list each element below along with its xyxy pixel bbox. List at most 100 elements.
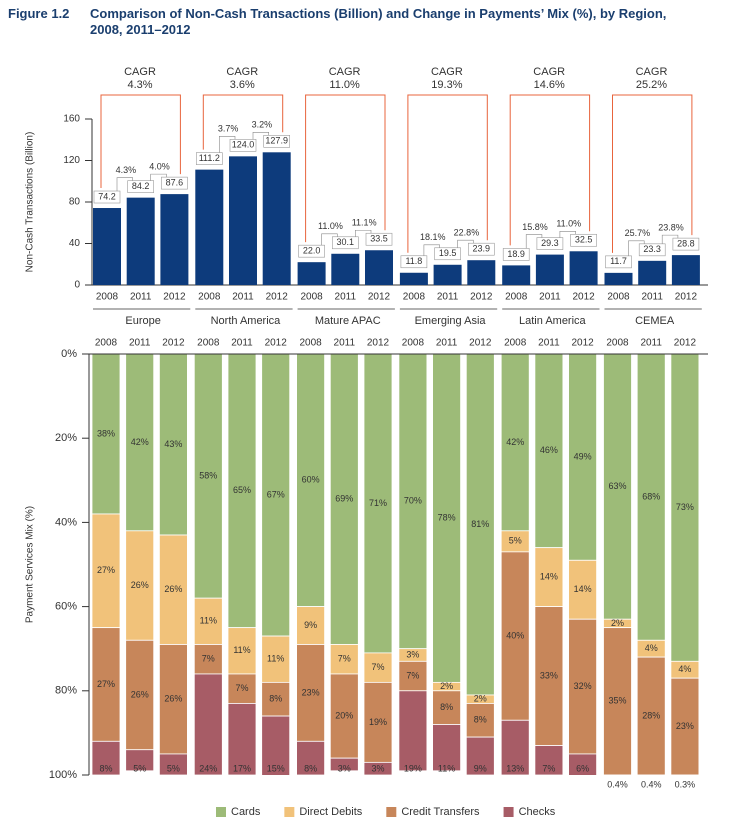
value-label: 23.3 [643,244,661,254]
growth-label: 3.2% [252,120,273,130]
figure-number: Figure 1.2 [8,6,70,21]
segment-label: 14% [540,572,558,582]
bar-segment [432,690,462,725]
legend-label: Cards [231,806,261,818]
cagr-label: 25.2% [636,79,667,91]
segment-label: 4% [645,643,658,653]
bar-segment [125,530,155,641]
bar-segment [363,354,393,654]
bar-segment [534,745,564,775]
cagr-label: 14.6% [534,79,565,91]
bar-segment [227,673,257,704]
value-label: 11.7 [610,256,627,266]
segment-label: 67% [267,489,285,499]
cagr-bracket [202,94,284,150]
bar [126,197,155,285]
growth-connector [423,244,440,256]
growth-connector [354,229,372,237]
segment-label: 2% [474,694,487,704]
bar [365,250,393,285]
value-label: 111.2 [199,153,220,163]
year-label: 2008 [197,338,220,349]
bar-segment [158,644,188,755]
value-label-box [263,135,291,148]
year-label: 2012 [265,338,288,349]
bar-segment [193,597,223,645]
bar-segment [261,635,291,683]
segment-label: 32% [574,681,592,691]
y-tick-label: 60% [55,601,77,613]
growth-label: 22.8% [454,228,480,238]
bar-segment [568,559,597,620]
bar-segment [193,354,223,599]
value-label-box [196,152,223,165]
year-label: 2008 [607,292,630,303]
growth-connector [525,234,543,249]
y-axis-title: Non-Cash Transactions (Billion) [25,132,36,273]
value-label: 127.9 [265,136,288,146]
segment-label: 8% [474,715,487,725]
bar-segment [465,736,495,775]
bar-segment [568,753,597,775]
value-label-box [570,233,597,247]
bar-segment [500,719,530,775]
bar-segment [465,703,495,738]
bar [399,272,428,285]
figure-title: Comparison of Non-Cash Transactions (Bil… [90,6,667,37]
year-label: 2012 [469,338,492,349]
bar-segment [363,652,393,683]
bar-segment [296,740,326,775]
bar-segment [500,551,530,721]
growth-label: 11.0% [556,219,581,229]
year-label: 2008 [299,338,322,349]
value-label-box [536,237,564,250]
year-label: 2008 [198,292,221,303]
segment-label: 60% [302,475,320,485]
value-label: 28.8 [677,238,695,248]
growth-connector [150,173,167,181]
segment-label: 26% [164,694,182,704]
segment-label: 19% [404,763,422,773]
year-label: 2011 [436,338,458,349]
bar [433,264,462,285]
bar [604,272,633,285]
growth-label: 11.1% [352,218,377,228]
segment-label: 7% [406,670,419,680]
segment-label: 3% [371,763,384,773]
year-label: 2008 [96,292,119,303]
segment-label: 8% [99,763,112,773]
bar-segment [158,753,188,775]
y-tick-label: 0 [74,280,80,291]
bar-segment [91,627,121,742]
cagr-bracket [100,94,181,189]
segment-label: 3% [338,763,351,773]
segment-label: 40% [506,630,524,640]
bar-segment [534,547,564,607]
y-tick-label: 40 [69,238,81,249]
bar [467,260,496,285]
cagr-bracket [509,94,591,246]
cagr-label: 3.6% [230,79,255,91]
segment-label: 70% [404,496,422,506]
growth-connector [457,239,474,248]
bar-segment [568,354,597,561]
segment-label: 9% [474,763,487,773]
bar-segment [329,354,359,645]
bar [638,260,667,285]
value-label-box [638,243,666,257]
value-label-box [605,255,632,269]
bar [671,255,700,285]
segment-label: 26% [164,584,182,594]
cagr-title: CAGR [329,66,361,78]
bar-segment [329,644,359,675]
segment-label: 38% [97,428,115,438]
y-tick-label: 20% [55,432,77,444]
year-label: 2008 [300,292,323,303]
cagr-title: CAGR [431,66,463,78]
bar-segment [636,354,666,641]
segment-label: 8% [304,763,317,773]
year-label: 2011 [539,292,561,303]
cagr-title: CAGR [124,66,156,78]
year-label: 2012 [674,338,697,349]
value-label: 18.9 [507,249,525,259]
